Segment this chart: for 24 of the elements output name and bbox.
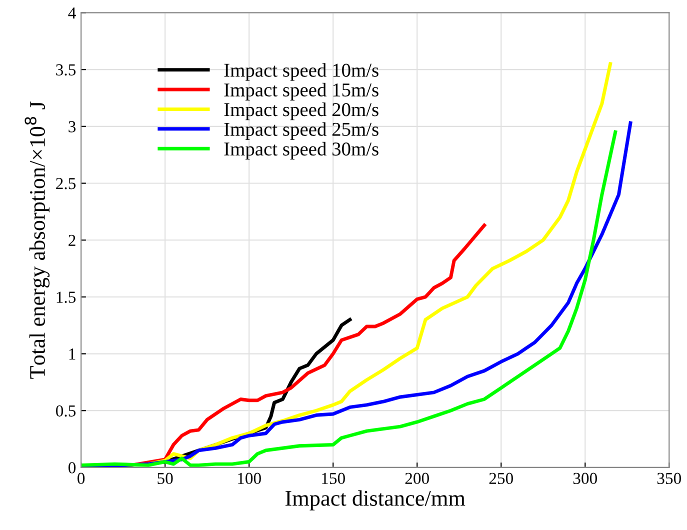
y-tick-label: 3 (68, 121, 76, 132)
legend-label: Impact speed 25m/s (224, 122, 378, 140)
y-tick-label: 3.5 (56, 64, 76, 76)
x-tick-label: 150 (322, 472, 345, 484)
x-tick-label: 100 (238, 472, 261, 484)
x-tick-label: 200 (405, 472, 429, 484)
x-axis-title: Impact distance/mm (286, 490, 466, 510)
y-tick-label: 1.5 (56, 292, 76, 303)
y-tick-label: 4 (68, 8, 76, 19)
x-tick-label: 300 (573, 472, 597, 484)
x-tick-label: 0 (78, 472, 85, 484)
y-tick-label: 0.5 (56, 405, 76, 417)
y-tick-label: 1 (69, 348, 76, 360)
legend-label: Impact speed 30m/s (224, 142, 378, 160)
x-tick-label: 350 (657, 472, 682, 484)
legend-label: Impact speed 15m/s (224, 82, 378, 100)
y-tick-label: 2 (68, 234, 76, 246)
y-axis-title: Total energy absorption/×10$^{8}$ J (24, 102, 50, 379)
y-tick-label: 2.5 (56, 178, 76, 190)
x-tick-label: 50 (158, 472, 173, 484)
x-tick-label: 250 (489, 472, 513, 484)
legend-label: Impact speed 20m/s (224, 102, 378, 120)
y-tick-label: 0 (68, 462, 76, 474)
legend-label: Impact speed 10m/s (224, 63, 378, 81)
